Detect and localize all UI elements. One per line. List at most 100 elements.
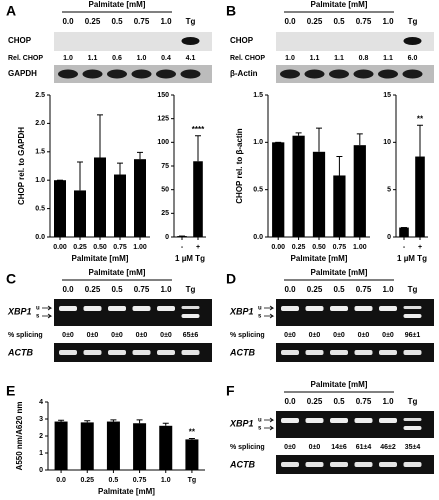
gel-band: [379, 350, 397, 355]
gel-image: [276, 411, 434, 438]
band: [107, 69, 127, 79]
y-tick-label: 0: [39, 467, 43, 474]
x-tick-label: 0.75: [113, 244, 127, 251]
band-label: CHOP: [230, 36, 254, 45]
band: [378, 69, 398, 79]
band: [180, 69, 201, 79]
band-label: GAPDH: [8, 69, 37, 78]
gel-band: [181, 306, 200, 309]
lane-label: 0.75: [356, 285, 372, 294]
error-bar: [295, 132, 302, 136]
band: [131, 69, 152, 79]
gel-band: [403, 462, 422, 467]
ratio-value: 0±0: [284, 444, 296, 451]
ratio-label: Rel. CHOP: [230, 55, 265, 62]
gel-band: [354, 306, 373, 311]
y-tick-label: 125: [157, 116, 169, 123]
gel-band: [379, 306, 397, 311]
x-tick-label: +: [418, 244, 422, 251]
panel-letter: F: [226, 383, 235, 399]
gel-band: [305, 462, 324, 467]
blot-header: Palmitate [mM]: [311, 380, 368, 389]
gene-label: ACTB: [7, 347, 33, 357]
ratio-value: 65±6: [183, 332, 199, 339]
lane-label: 1.0: [382, 285, 394, 294]
band: [280, 69, 300, 79]
blot-header: Palmitate [mM]: [89, 268, 146, 277]
error-bar: [77, 161, 83, 191]
band: [304, 69, 325, 79]
y-axis-label: CHOP rel. to GAPDH: [17, 127, 26, 205]
y-tick-label: 2: [39, 433, 43, 440]
panel-letter: A: [6, 3, 16, 19]
gel-band: [354, 418, 373, 423]
gel-band: [132, 306, 151, 311]
lane-label: 0.5: [333, 285, 345, 294]
lane-label: 0.0: [62, 285, 74, 294]
marker-arrow: [264, 425, 275, 431]
error-bar: [417, 124, 423, 157]
x-tick-label: 0.5: [109, 477, 119, 484]
lane-label: 1.0: [160, 285, 172, 294]
gel-band: [108, 350, 126, 355]
bar: [353, 145, 366, 237]
gene-label: ACTB: [229, 459, 255, 469]
ratio-value: 0±0: [284, 332, 296, 339]
ratio-value: 1.1: [88, 55, 98, 62]
error-bar: [336, 156, 343, 176]
lane-label: 0.25: [307, 285, 323, 294]
ratio-value: 0.8: [359, 55, 369, 62]
x-axis-label: Palmitate [mM]: [98, 487, 155, 496]
gene-label: XBP1: [229, 418, 254, 428]
marker-label: s: [258, 314, 262, 320]
error-bar: [97, 114, 103, 158]
lane-label: 0.75: [356, 397, 372, 406]
gel-band: [403, 314, 422, 318]
x-tick-label: 0.00: [53, 244, 67, 251]
error-bar: [356, 133, 363, 146]
y-tick-label: 1.0: [253, 139, 263, 146]
ratio-label: % splicing: [8, 332, 43, 339]
marker-label: u: [36, 306, 40, 312]
lane-label: Tg: [408, 17, 418, 26]
x-tick-label: 0.25: [80, 477, 94, 484]
error-bar: [188, 438, 195, 440]
y-tick-label: 1.5: [35, 149, 45, 156]
marker-arrow: [264, 305, 275, 311]
y-tick-label: 50: [161, 187, 169, 194]
ratio-value: 0±0: [111, 332, 123, 339]
x-tick-label: 0.0: [56, 477, 66, 484]
y-tick-label: 2.0: [35, 120, 45, 127]
marker-arrow: [264, 417, 275, 423]
blot-image: [54, 32, 212, 51]
bar: [106, 421, 120, 470]
ratio-label: % splicing: [230, 332, 265, 339]
x-axis-label: 1 µM Tg: [175, 254, 205, 263]
gel-band: [157, 350, 175, 355]
ratio-label: % splicing: [230, 444, 265, 451]
ratio-value: 0±0: [382, 332, 394, 339]
x-tick-label: 0.50: [312, 244, 326, 251]
y-tick-label: 150: [157, 92, 169, 99]
ratio-value: 96±1: [405, 332, 421, 339]
gel-band: [354, 462, 373, 467]
x-tick-label: 0.25: [73, 244, 87, 251]
gel-band: [281, 306, 299, 311]
gel-band: [132, 350, 151, 355]
bar: [333, 175, 346, 237]
band: [329, 69, 349, 79]
x-tick-label: 0.25: [292, 244, 306, 251]
gel-band: [379, 462, 397, 467]
band: [403, 37, 422, 45]
gel-band: [403, 418, 422, 421]
y-tick-label: 1.5: [253, 92, 263, 99]
gel-band: [59, 350, 77, 355]
bar: [94, 157, 106, 237]
y-tick-label: 0.5: [35, 205, 45, 212]
x-axis-label: Palmitate [mM]: [291, 254, 348, 263]
bar: [415, 156, 425, 237]
x-tick-label: -: [403, 244, 406, 251]
gel-band: [330, 418, 348, 423]
gel-band: [83, 306, 102, 311]
